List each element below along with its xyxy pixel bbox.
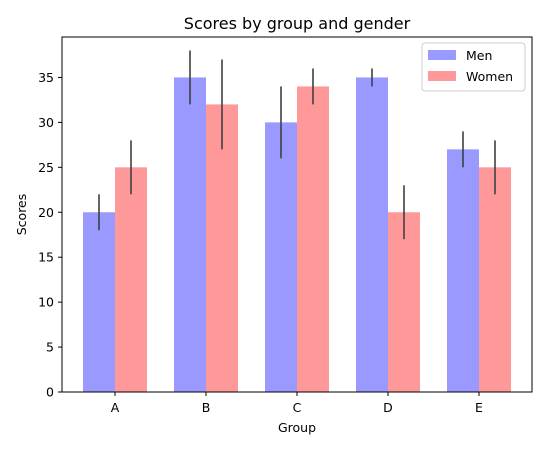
bars-group	[83, 77, 511, 392]
x-tick-label: C	[293, 400, 302, 415]
legend-swatch-men	[428, 50, 456, 60]
legend-label-women: Women	[466, 69, 513, 84]
x-tick-label: D	[383, 400, 393, 415]
y-tick-label: 10	[38, 295, 54, 310]
x-tick-label: B	[202, 400, 211, 415]
y-tick-label: 35	[38, 70, 54, 85]
bar-women-d	[388, 212, 420, 392]
y-tick-label: 25	[38, 160, 54, 175]
x-tick-label: E	[475, 400, 483, 415]
bar-women-a	[115, 167, 147, 392]
bar-men-c	[265, 122, 297, 392]
chart-title: Scores by group and gender	[184, 14, 411, 33]
legend-label-men: Men	[466, 48, 492, 63]
bar-men-b	[174, 77, 206, 392]
bar-men-d	[356, 77, 388, 392]
y-axis: 0 5 10 15 20 25 30 35	[38, 70, 62, 400]
x-tick-label: A	[111, 400, 120, 415]
error-bars-group	[98, 50, 496, 240]
x-axis-label: Group	[278, 420, 316, 435]
y-tick-label: 20	[38, 205, 54, 220]
y-tick-label: 0	[46, 385, 54, 400]
y-axis-label: Scores	[14, 194, 29, 236]
legend-swatch-women	[428, 71, 456, 81]
y-tick-label: 5	[46, 340, 54, 355]
bar-women-c	[297, 86, 329, 392]
x-axis: A B C D E	[111, 392, 483, 415]
bar-men-e	[447, 149, 479, 392]
bar-women-b	[206, 104, 238, 392]
y-tick-label: 30	[38, 115, 54, 130]
legend: Men Women	[421, 42, 526, 92]
y-tick-label: 15	[38, 250, 54, 265]
bar-women-e	[479, 167, 511, 392]
bar-men-a	[83, 212, 115, 392]
